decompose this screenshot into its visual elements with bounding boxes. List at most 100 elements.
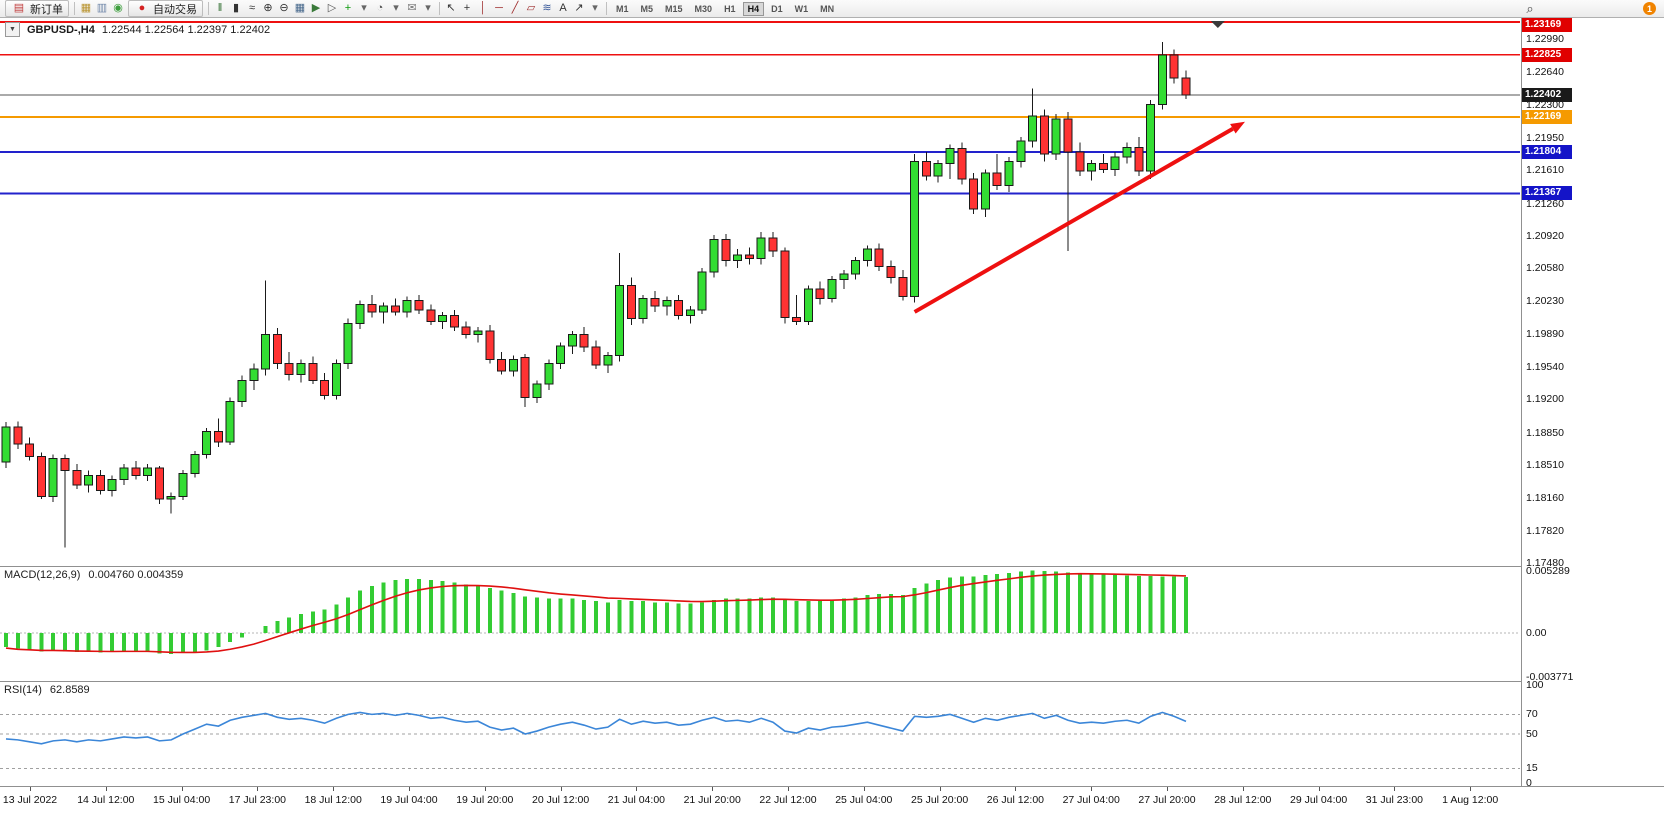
timeframe-h4-button[interactable]: H4 bbox=[742, 1, 765, 16]
candle bbox=[886, 265, 896, 279]
navigator-icon[interactable]: ◉ bbox=[113, 2, 123, 14]
trend-arrow-head[interactable] bbox=[1230, 121, 1245, 134]
price-tick-label: 1.19200 bbox=[1526, 393, 1564, 406]
candle bbox=[910, 161, 920, 298]
auto-trading-button[interactable]: ● 自动交易 bbox=[128, 0, 203, 17]
rsi-plot[interactable] bbox=[0, 682, 1521, 786]
chart-window[interactable]: ▼ GBPUSD-,H4 1.22544 1.22564 1.22397 1.2… bbox=[0, 18, 1664, 813]
time-label: 20 Jul 12:00 bbox=[531, 794, 590, 806]
auto-scroll-icon[interactable]: ▶ bbox=[311, 2, 321, 14]
rsi-tick-label: 15 bbox=[1526, 762, 1538, 775]
candle bbox=[84, 474, 94, 486]
equidistant-channel-icon[interactable]: ▱ bbox=[526, 2, 536, 14]
periods-dropdown-icon[interactable]: ▾ bbox=[393, 2, 399, 14]
data-window-icon[interactable]: ▥ bbox=[96, 2, 108, 14]
price-tick-label: 1.17820 bbox=[1526, 524, 1564, 537]
candle bbox=[166, 495, 176, 500]
timeframe-m5-button[interactable]: M5 bbox=[640, 3, 654, 14]
trendline-icon[interactable]: ╱ bbox=[511, 2, 519, 14]
candle bbox=[544, 362, 554, 385]
price-tick-label: 1.19540 bbox=[1526, 361, 1564, 374]
rsi-header: RSI(14) 62.8589 bbox=[4, 684, 90, 696]
periods-icon[interactable]: ◔ bbox=[376, 2, 384, 14]
timeframe-d1-button[interactable]: D1 bbox=[771, 3, 783, 14]
candle bbox=[107, 478, 117, 492]
arrows-dropdown-icon[interactable]: ▾ bbox=[592, 2, 598, 14]
tile-windows-icon[interactable]: ▦ bbox=[294, 2, 306, 14]
candle bbox=[213, 431, 223, 443]
time-tick bbox=[788, 787, 789, 791]
candle bbox=[284, 362, 294, 376]
templates-icon[interactable]: ✉ bbox=[407, 2, 417, 14]
horizontal-line-icon[interactable]: ─ bbox=[495, 2, 503, 14]
candle bbox=[756, 237, 766, 260]
cursor-icon[interactable]: ↖ bbox=[446, 2, 456, 14]
crosshair-icon[interactable]: + bbox=[463, 2, 471, 14]
bar-chart-icon[interactable]: ‖ bbox=[217, 2, 223, 14]
collapse-chart-button[interactable]: ▼ bbox=[5, 22, 20, 37]
vertical-line-icon[interactable]: │ bbox=[479, 2, 487, 14]
macd-signal-line bbox=[5, 572, 1187, 654]
macd-tick-label: -0.003771 bbox=[1526, 671, 1574, 684]
candle bbox=[744, 254, 754, 260]
candle bbox=[1181, 77, 1191, 96]
time-label: 21 Jul 04:00 bbox=[607, 794, 665, 806]
timeframe-m30-button[interactable]: M30 bbox=[694, 3, 713, 14]
price-badge: 1.22169 bbox=[1522, 110, 1572, 125]
search-icon[interactable]: ⌕ bbox=[1526, 1, 1534, 16]
macd-plot[interactable] bbox=[0, 567, 1521, 681]
candle bbox=[190, 454, 200, 475]
macd-tick-label: 0.005289 bbox=[1526, 564, 1570, 577]
candle bbox=[567, 334, 577, 347]
time-label: 21 Jul 20:00 bbox=[683, 794, 741, 806]
notification-badge[interactable]: 1 bbox=[1643, 2, 1656, 15]
rsi-tick-label: 100 bbox=[1526, 678, 1544, 691]
candle bbox=[367, 303, 377, 313]
time-label: 27 Jul 04:00 bbox=[1062, 794, 1120, 806]
timeframe-h1-button[interactable]: H1 bbox=[724, 3, 736, 14]
candle bbox=[615, 284, 625, 357]
candle bbox=[697, 271, 707, 311]
price-chart-plot[interactable] bbox=[0, 18, 1521, 566]
indicators-dropdown-icon[interactable]: ▾ bbox=[361, 2, 367, 14]
chart-shift-marker[interactable] bbox=[1210, 21, 1225, 28]
zoom-out-icon[interactable]: ⊖ bbox=[279, 2, 289, 14]
candle bbox=[780, 250, 790, 319]
trend-arrow-shaft[interactable] bbox=[913, 126, 1234, 314]
fibonacci-icon[interactable]: ≋ bbox=[542, 2, 552, 14]
indicators-icon[interactable]: + bbox=[344, 2, 352, 14]
candle bbox=[851, 260, 861, 275]
auto-trading-icon: ● bbox=[138, 2, 146, 14]
line-chart-icon[interactable]: ≈ bbox=[248, 2, 256, 14]
candle bbox=[733, 254, 743, 262]
timeframe-mn-button[interactable]: MN bbox=[820, 3, 835, 14]
price-axis[interactable]: 1.22990 1.22640 1.22300 1.21950 1.21610 1.212… bbox=[1521, 18, 1664, 798]
candle bbox=[1028, 115, 1038, 142]
price-tick-label: 1.22640 bbox=[1526, 66, 1564, 79]
time-label: 25 Jul 04:00 bbox=[835, 794, 893, 806]
timeframe-m15-button[interactable]: M15 bbox=[665, 3, 683, 14]
time-axis[interactable]: 13 Jul 2022 14 Jul 12:00 15 Jul 04:00 17 Ju… bbox=[0, 786, 1664, 813]
candle bbox=[1169, 54, 1179, 79]
time-tick bbox=[939, 787, 941, 791]
candle bbox=[957, 147, 967, 180]
arrows-icon[interactable]: ↗ bbox=[574, 2, 584, 14]
toolbar-separator bbox=[74, 2, 75, 15]
time-tick bbox=[105, 787, 107, 791]
text-icon[interactable]: A bbox=[559, 2, 567, 14]
zoom-in-icon[interactable]: ⊕ bbox=[263, 2, 273, 14]
candle bbox=[1122, 146, 1132, 158]
price-tick-label: 1.20580 bbox=[1526, 262, 1564, 275]
candlestick-chart-icon[interactable]: ▮ bbox=[232, 2, 240, 14]
timeframe-m1-button[interactable]: M1 bbox=[616, 3, 629, 14]
new-order-button[interactable]: ▤ 新订单 bbox=[5, 0, 69, 17]
timeframe-w1-button[interactable]: W1 bbox=[794, 3, 809, 14]
time-tick bbox=[409, 787, 410, 791]
price-tick-label: 1.18850 bbox=[1526, 426, 1564, 439]
candle bbox=[143, 467, 153, 476]
chart-shift-icon[interactable]: ▷ bbox=[327, 2, 337, 14]
candle bbox=[685, 309, 695, 317]
time-label: 19 Jul 20:00 bbox=[456, 794, 514, 806]
templates-dropdown-icon[interactable]: ▾ bbox=[425, 2, 431, 14]
market-watch-icon[interactable]: ▦ bbox=[80, 2, 92, 14]
